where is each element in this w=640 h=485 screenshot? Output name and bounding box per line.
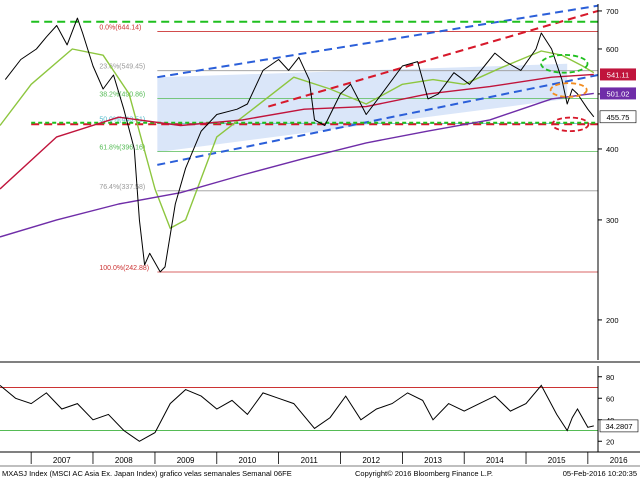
value-label-text: 455.75 [607,113,630,122]
x-tick-label: 2009 [177,456,195,465]
value-label-box [599,110,637,124]
trendline [157,4,599,79]
price-tick-label: 300 [606,216,619,225]
x-tick-label: 2010 [239,456,257,465]
moving-average-layer [0,48,595,238]
footer-center: Copyright© 2016 Bloomberg Finance L.P. [355,469,493,478]
fib-label: 61.8%(396.16) [99,144,145,151]
footer-left: MXASJ Index (MSCI AC Asia Ex. Japan Inde… [2,469,292,478]
highlight-layer [540,54,590,133]
price-tick-label: 700 [606,7,619,16]
fib-label: 100.0%(242.88) [99,265,149,272]
price-layer [4,17,595,273]
x-tick-label: 2015 [548,456,566,465]
x-tick-label: 2008 [115,456,133,465]
x-tick-label: 2012 [362,456,380,465]
highlight-ellipse [549,82,588,98]
moving-average-short-line [0,48,595,229]
highlight-ellipse [551,116,590,133]
value-label-text: 541.11 [607,70,629,79]
moving-average-long-line [0,92,594,238]
moving-average-mid-line [0,73,594,190]
osc-value-box [599,419,639,433]
highlight-ellipse [540,54,589,74]
axes-layer: 200300400500600700 [0,4,640,363]
value-label-text: 501.02 [607,89,630,98]
x-tick-label: 2013 [424,456,442,465]
price-tick-label: 600 [606,45,619,54]
x-axis-layer: 2007 2008 2009 2010 2011 2012 2013 2014 2015 2016 [0,451,640,467]
osc-value-label: 34.2807 [605,422,632,431]
right-label-layer: 541.11 501.02 455.75 [599,68,637,124]
value-label-box [600,87,636,100]
price-tick-label: 400 [606,145,619,154]
price-line [4,17,595,273]
x-tick-label: 2014 [486,456,504,465]
oscillator-layer: 2040608034.2807 [0,366,639,452]
x-tick-label: 2011 [301,456,319,465]
value-label-box [600,68,636,81]
osc-tick-label: 60 [606,394,614,403]
price-tick-label: 200 [606,316,619,325]
osc-tick-label: 80 [606,373,614,382]
trendline [268,9,599,108]
fib-label: 38.2%(490.86) [99,91,145,98]
x-tick-label: 2007 [53,456,71,465]
fib-label: 50.0%(443.51) [99,117,145,124]
x-tick-label: 2016 [610,456,628,465]
footer: MXASJ Index (MSCI AC Asia Ex. Japan Inde… [2,469,637,478]
oscillator-line [0,384,594,442]
fib-label: 0.0%(644.14) [99,24,141,31]
fib-label: 23.6%(549.45) [99,64,145,71]
fib-label: 76.4%(337.58) [99,184,145,191]
osc-tick-label: 20 [606,437,614,446]
trendline-layer [31,4,599,166]
footer-right: 05-Feb-2016 10:20:35 [563,469,637,478]
trendline [157,74,599,166]
